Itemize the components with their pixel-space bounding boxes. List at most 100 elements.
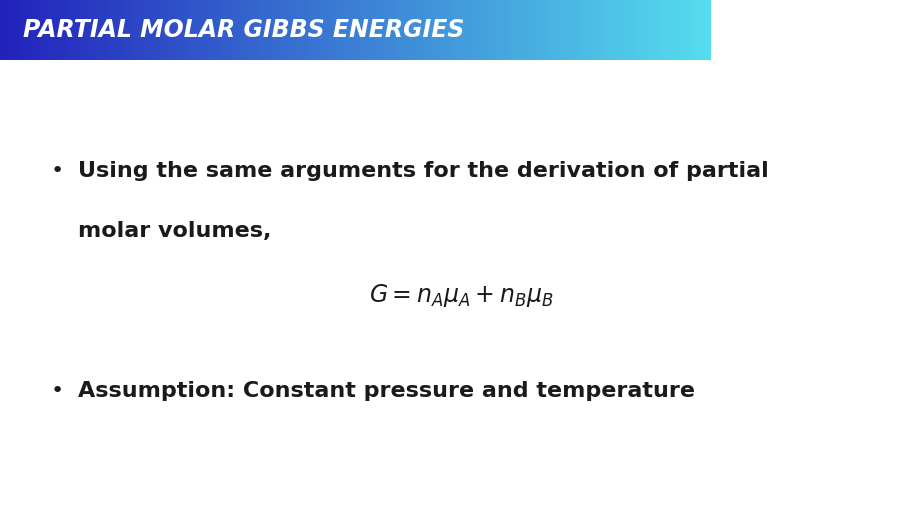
Bar: [313, 0, 315, 60]
Bar: [384, 0, 386, 60]
Bar: [104, 0, 107, 60]
Bar: [674, 0, 678, 60]
Bar: [0, 0, 4, 60]
Bar: [400, 0, 403, 60]
Bar: [90, 0, 93, 60]
Bar: [450, 0, 453, 60]
Bar: [568, 0, 572, 60]
Bar: [492, 0, 495, 60]
Bar: [445, 0, 448, 60]
Bar: [464, 0, 467, 60]
Bar: [230, 0, 233, 60]
Bar: [385, 0, 389, 60]
Bar: [419, 0, 422, 60]
Bar: [92, 0, 96, 60]
Bar: [216, 0, 219, 60]
Bar: [551, 0, 555, 60]
Bar: [530, 0, 534, 60]
Bar: [17, 0, 20, 60]
Bar: [402, 0, 406, 60]
Bar: [414, 0, 418, 60]
Bar: [336, 0, 339, 60]
Bar: [338, 0, 342, 60]
Bar: [526, 0, 528, 60]
Bar: [210, 0, 214, 60]
Bar: [130, 0, 134, 60]
Bar: [497, 0, 501, 60]
Text: PARTIAL MOLAR GIBBS ENERGIES: PARTIAL MOLAR GIBBS ENERGIES: [23, 18, 465, 42]
Bar: [184, 0, 188, 60]
Bar: [76, 0, 79, 60]
Bar: [523, 0, 526, 60]
Bar: [610, 0, 614, 60]
Bar: [539, 0, 543, 60]
Bar: [62, 0, 65, 60]
Bar: [580, 0, 583, 60]
Bar: [518, 0, 522, 60]
Bar: [208, 0, 211, 60]
Bar: [118, 0, 122, 60]
Bar: [258, 0, 261, 60]
Bar: [585, 0, 588, 60]
Bar: [246, 0, 249, 60]
Bar: [352, 0, 356, 60]
Bar: [409, 0, 413, 60]
Bar: [689, 0, 692, 60]
Bar: [601, 0, 605, 60]
Bar: [180, 0, 183, 60]
Bar: [133, 0, 136, 60]
Bar: [554, 0, 557, 60]
Bar: [535, 0, 538, 60]
Bar: [677, 0, 680, 60]
Bar: [516, 0, 519, 60]
Bar: [320, 0, 323, 60]
Bar: [561, 0, 564, 60]
Bar: [7, 0, 10, 60]
Bar: [293, 0, 297, 60]
Bar: [298, 0, 301, 60]
Bar: [218, 0, 221, 60]
Bar: [42, 0, 46, 60]
Bar: [260, 0, 264, 60]
Bar: [123, 0, 126, 60]
Bar: [577, 0, 581, 60]
Bar: [251, 0, 254, 60]
Bar: [391, 0, 394, 60]
Bar: [417, 0, 420, 60]
Bar: [154, 0, 157, 60]
Bar: [582, 0, 585, 60]
Bar: [225, 0, 228, 60]
Bar: [192, 0, 195, 60]
Bar: [128, 0, 131, 60]
Bar: [468, 0, 472, 60]
Bar: [509, 0, 512, 60]
Bar: [334, 0, 337, 60]
Bar: [483, 0, 486, 60]
Bar: [242, 0, 244, 60]
Text: $G = n_A\mu_A + n_B\mu_B$: $G = n_A\mu_A + n_B\mu_B$: [369, 282, 553, 309]
Bar: [68, 0, 72, 60]
Bar: [663, 0, 666, 60]
Bar: [83, 0, 86, 60]
Bar: [571, 0, 573, 60]
Bar: [275, 0, 278, 60]
Bar: [47, 0, 51, 60]
Bar: [305, 0, 309, 60]
Bar: [325, 0, 327, 60]
Bar: [3, 0, 6, 60]
Bar: [9, 0, 13, 60]
Bar: [227, 0, 230, 60]
Bar: [350, 0, 353, 60]
Bar: [488, 0, 491, 60]
Bar: [379, 0, 382, 60]
Bar: [589, 0, 593, 60]
Bar: [116, 0, 119, 60]
Bar: [563, 0, 566, 60]
Bar: [506, 0, 510, 60]
Bar: [587, 0, 590, 60]
Bar: [112, 0, 114, 60]
Bar: [447, 0, 451, 60]
Bar: [358, 0, 361, 60]
Bar: [222, 0, 226, 60]
Bar: [644, 0, 647, 60]
